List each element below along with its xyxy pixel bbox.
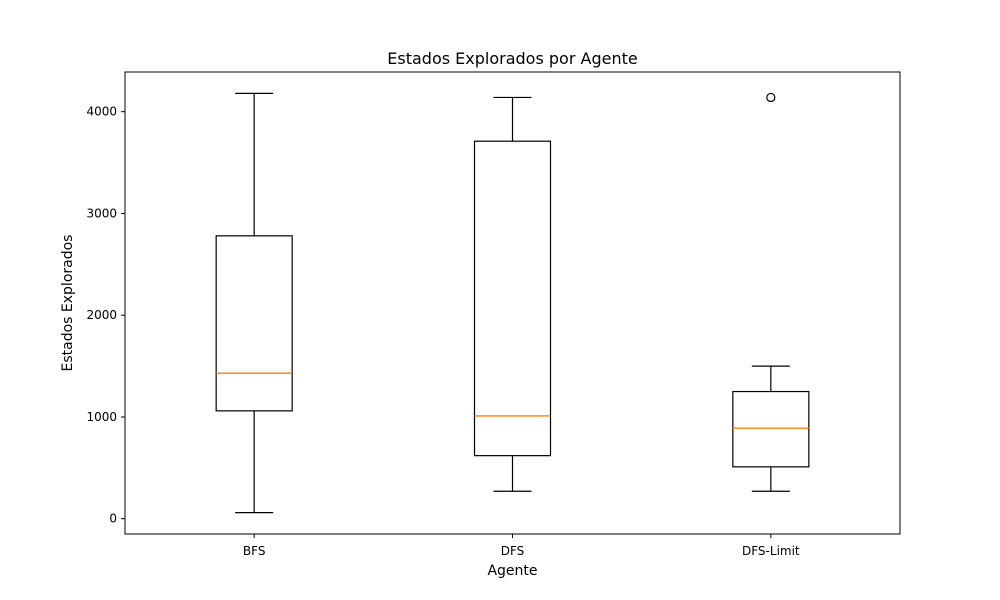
iqr-box xyxy=(215,235,293,412)
x-tick-label: BFS xyxy=(243,544,266,558)
box-group-dfs-limit xyxy=(732,92,810,492)
box-group-dfs xyxy=(473,96,552,492)
y-tick-label: 1000 xyxy=(86,410,117,424)
x-axis-label: Agente xyxy=(487,563,537,579)
x-tick-label: DFS-Limit xyxy=(742,544,800,558)
y-tick-label: 2000 xyxy=(86,308,117,322)
outlier-point xyxy=(766,92,776,103)
chart-title: Estados Explorados por Agente xyxy=(387,49,637,68)
y-tick-label: 3000 xyxy=(86,206,117,220)
y-tick-label: 0 xyxy=(109,512,117,526)
axes: 0 1000 2000 3000 4000 BFS DFS DFS-Limit xyxy=(86,71,901,558)
iqr-box xyxy=(473,140,552,457)
y-axis-label: Estados Explorados xyxy=(60,235,76,372)
x-tick-label: DFS xyxy=(501,544,525,558)
plot-area xyxy=(215,92,810,514)
iqr-box xyxy=(732,390,810,468)
y-tick-label: 4000 xyxy=(86,105,117,119)
box-group-bfs xyxy=(215,92,293,514)
